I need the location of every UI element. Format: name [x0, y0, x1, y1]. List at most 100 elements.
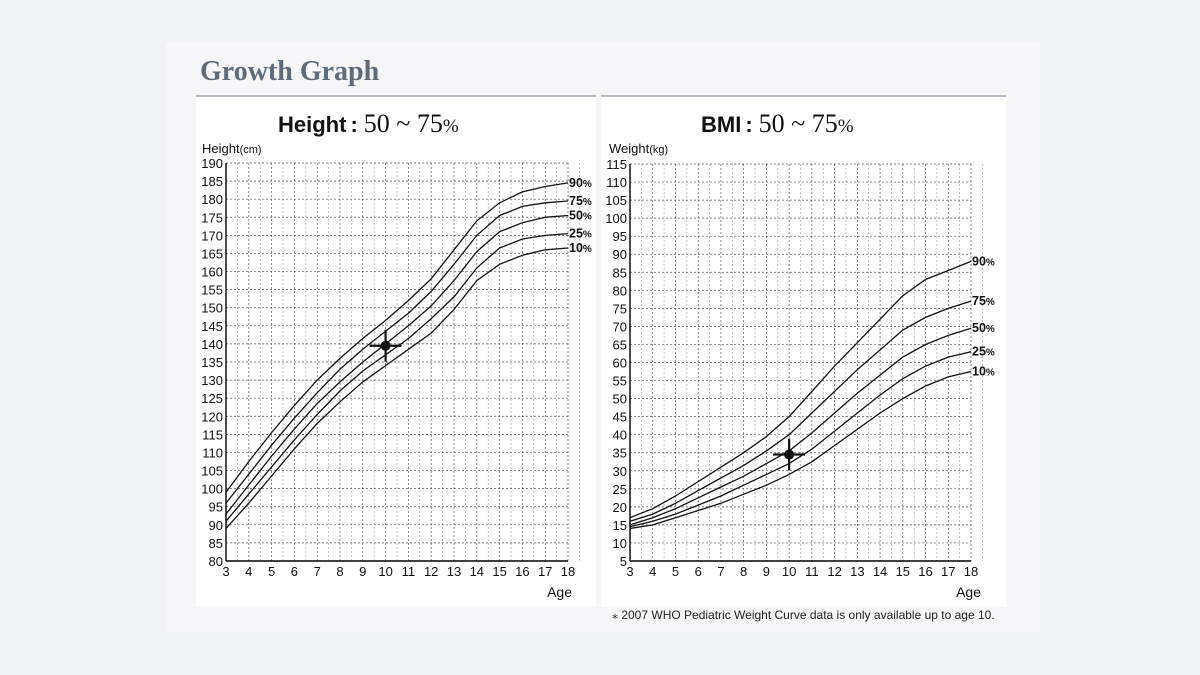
x-tick-label: 8 — [740, 564, 747, 579]
y-tick-label: 130 — [201, 373, 223, 388]
grid — [629, 163, 983, 562]
footnote: ⁎ 2007 WHO Pediatric Weight Curve data i… — [612, 608, 995, 622]
series-line-p75 — [225, 200, 569, 504]
x-tick-label: 15 — [896, 564, 910, 579]
y-tick-label: 45 — [613, 410, 627, 425]
y-tick-label: 80 — [613, 283, 627, 298]
x-tick-label: 6 — [695, 564, 702, 579]
y-tick-label: 100 — [201, 482, 223, 497]
x-tick-label: 13 — [850, 564, 864, 579]
x-tick-label: 10 — [782, 564, 796, 579]
y-tick-label: 105 — [201, 464, 223, 479]
y-tick-label: 105 — [605, 193, 627, 208]
y-tick-label: 10 — [613, 536, 627, 551]
y-tick-label: 125 — [201, 391, 223, 406]
y-tick-label: 135 — [201, 355, 223, 370]
series-label: 10% — [569, 241, 592, 255]
y-tick-label: 20 — [613, 500, 627, 515]
y-tick-label: 115 — [606, 157, 627, 172]
x-tick-label: 4 — [245, 564, 252, 579]
y-tick-label: 170 — [201, 228, 223, 243]
marker-point — [784, 449, 795, 460]
bmi-chart: BMI:50 ~ 75%Weight(kg)510152025303540455… — [605, 109, 995, 600]
y-tick-label: 35 — [613, 446, 627, 461]
y-tick-label: 110 — [606, 175, 627, 190]
y-tick-label: 145 — [201, 319, 223, 334]
y-tick-label: 50 — [613, 392, 627, 407]
series-label: 25% — [569, 227, 592, 241]
x-tick-label: 11 — [805, 564, 819, 579]
series-label: 50% — [569, 208, 592, 222]
current-value-marker — [773, 438, 806, 471]
y-tick-label: 140 — [201, 337, 223, 352]
y-tick-label: 165 — [201, 246, 223, 261]
x-tick-label: 17 — [538, 564, 552, 579]
x-tick-label: 18 — [964, 564, 978, 579]
x-tick-label: 16 — [918, 564, 932, 579]
series-label: 10% — [972, 365, 995, 379]
x-tick-label: 12 — [424, 564, 438, 579]
x-tick-label: 18 — [561, 564, 575, 579]
y-tick-label: 180 — [201, 192, 223, 207]
marker-point — [380, 340, 391, 351]
x-tick-label: 4 — [649, 564, 656, 579]
y-tick-label: 110 — [202, 445, 223, 460]
height-chart-panel: Height:50 ~ 75% Height(cm) 80 85 90 95 100 105 1… — [196, 95, 596, 607]
series-line-p25 — [629, 351, 972, 528]
x-tick-label: 9 — [763, 564, 770, 579]
x-tick-label: 3 — [222, 564, 229, 579]
x-tick-label: 17 — [941, 564, 955, 579]
x-tick-label: 11 — [402, 564, 416, 579]
y-tick-label: 65 — [613, 337, 627, 352]
series-line-p10 — [629, 370, 972, 530]
y-tick-label: 95 — [209, 500, 223, 515]
x-tick-label: 14 — [470, 564, 484, 579]
series-line-p75 — [629, 300, 972, 522]
x-tick-label: 15 — [492, 564, 506, 579]
y-tick-label: 150 — [201, 301, 223, 316]
series-line-p50 — [225, 214, 569, 515]
y-tick-label: 75 — [613, 301, 627, 316]
y-tick-label: 185 — [201, 174, 223, 189]
grid — [225, 162, 580, 562]
y-tick-label: 5 — [620, 554, 627, 569]
series-label: 25% — [972, 345, 995, 359]
y-tick-label: 190 — [201, 156, 223, 171]
x-tick-label: 5 — [268, 564, 275, 579]
y-tick-label: 160 — [201, 265, 223, 280]
x-tick-label: 5 — [672, 564, 679, 579]
y-tick-label: 95 — [613, 229, 627, 244]
series-label: 90% — [972, 254, 995, 268]
series-line-p10 — [225, 247, 569, 529]
y-tick-label: 40 — [613, 428, 627, 443]
x-axis-label: Age — [547, 584, 572, 600]
y-tick-label: 80 — [209, 554, 223, 569]
chart-title: BMI:50 ~ 75% — [701, 109, 854, 138]
series-line-p50 — [629, 327, 972, 526]
y-tick-label: 175 — [201, 210, 223, 225]
x-axis-label: Age — [956, 584, 981, 600]
current-value-marker — [369, 329, 402, 362]
x-tick-label: 12 — [827, 564, 841, 579]
chart-title: Height:50 ~ 75% — [278, 109, 459, 138]
x-tick-label: 6 — [291, 564, 298, 579]
bmi-chart-panel: BMI:50 ~ 75% Weight(kg) 5 10 15 20 25 30 35 40 45 5… — [601, 95, 1006, 607]
x-tick-label: 14 — [873, 564, 887, 579]
series-line-p90 — [225, 182, 569, 493]
series-line-p90 — [629, 260, 972, 519]
x-tick-label: 13 — [447, 564, 461, 579]
y-tick-label: 120 — [201, 409, 223, 424]
series-label: 75% — [972, 294, 995, 308]
y-tick-label: 70 — [613, 319, 627, 334]
x-tick-label: 7 — [717, 564, 724, 579]
x-tick-label: 3 — [626, 564, 633, 579]
height-chart: Height:50 ~ 75%Height(cm)808590951001051… — [201, 109, 592, 600]
y-tick-label: 60 — [613, 356, 627, 371]
y-tick-label: 85 — [613, 265, 627, 280]
x-tick-label: 8 — [336, 564, 343, 579]
x-tick-label: 7 — [314, 564, 321, 579]
y-axis-label: Height(cm) — [202, 141, 262, 156]
y-tick-label: 25 — [613, 482, 627, 497]
y-tick-label: 100 — [605, 211, 627, 226]
y-tick-label: 90 — [209, 518, 223, 533]
